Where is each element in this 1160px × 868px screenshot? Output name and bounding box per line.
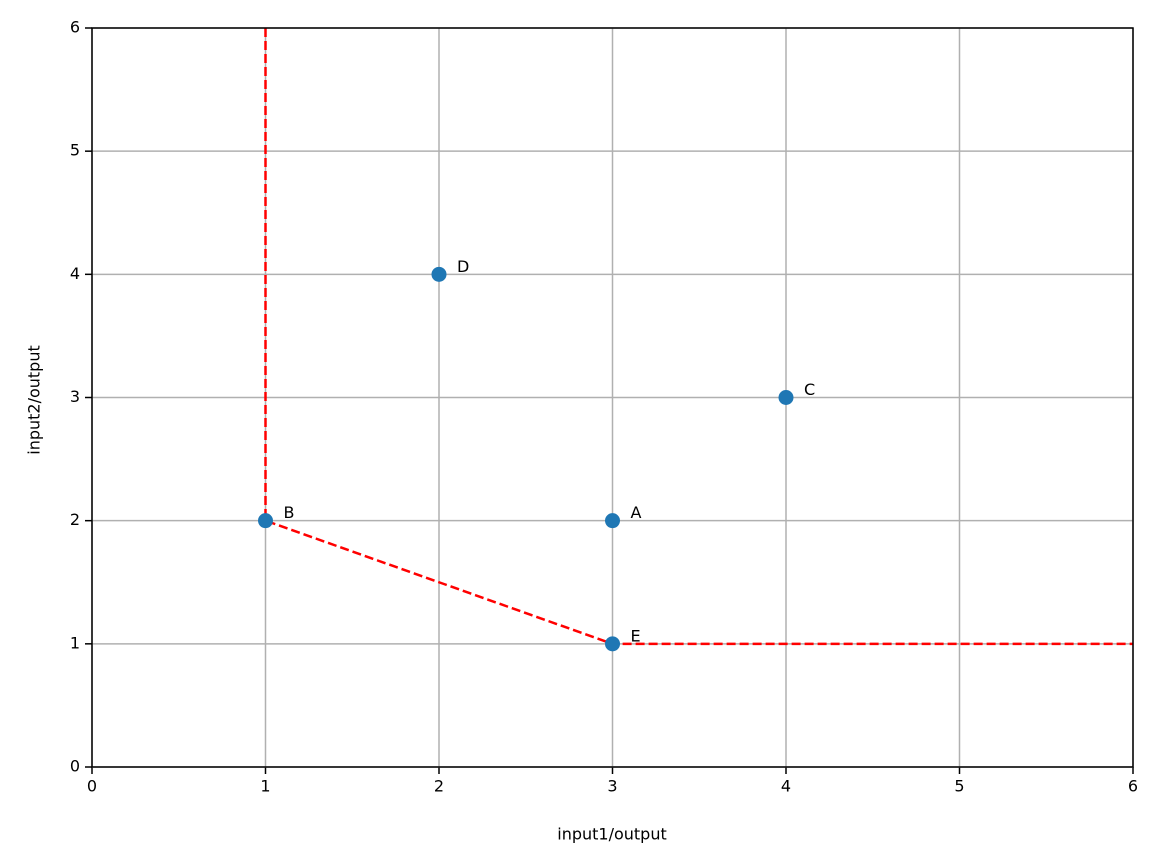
point (258, 513, 273, 529)
frontier-line (264, 28, 1133, 646)
y-tick-label: 3 (70, 387, 80, 406)
x-tick-label: 6 (1128, 777, 1138, 796)
y-tick-label: 2 (70, 510, 80, 529)
y-tick-label: 6 (70, 18, 80, 37)
point-label: C (804, 380, 815, 399)
y-axis-label: input2/output (25, 345, 44, 455)
x-axis-label: input1/output (557, 825, 667, 844)
y-tick-label: 4 (70, 264, 80, 283)
x-tick-label: 0 (87, 777, 97, 796)
y-tick-label: 1 (70, 633, 80, 652)
x-tick-label: 4 (781, 777, 791, 796)
x-tick-label: 3 (607, 777, 617, 796)
point-label: E (631, 626, 641, 645)
point-label: D (457, 257, 469, 276)
y-tick-label: 5 (70, 141, 80, 160)
point-label: B (284, 503, 295, 522)
point (431, 266, 447, 282)
plot-frame (91, 27, 1134, 768)
point (778, 390, 794, 405)
y-tick-label: 0 (70, 757, 80, 776)
x-tick-label: 2 (434, 777, 444, 796)
point (605, 636, 620, 652)
point (605, 513, 620, 529)
x-tick-label: 1 (260, 777, 270, 796)
point-label: A (631, 503, 642, 522)
x-tick-label: 5 (954, 777, 964, 796)
